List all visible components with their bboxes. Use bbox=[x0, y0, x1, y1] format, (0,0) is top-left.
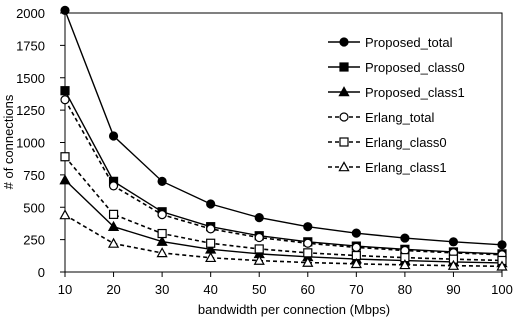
y-tick-label: 1000 bbox=[16, 136, 45, 151]
legend-marker bbox=[339, 37, 349, 47]
data-point bbox=[157, 210, 167, 220]
data-point bbox=[205, 251, 217, 263]
series-erlang-class1 bbox=[59, 209, 508, 271]
plot-area bbox=[64, 12, 503, 273]
data-point bbox=[254, 244, 264, 254]
data-point bbox=[60, 86, 70, 96]
data-point bbox=[156, 247, 168, 258]
series-erlang-total bbox=[60, 95, 507, 260]
y-tick-label: 1250 bbox=[16, 103, 45, 118]
x-tick-label: 60 bbox=[301, 282, 315, 297]
data-point bbox=[302, 256, 314, 267]
data-point bbox=[254, 232, 264, 243]
axes: 0 250 500 750 1000 1250 1500 1750 2000 10 20 30 40 50… bbox=[16, 6, 513, 297]
x-tick-label: 80 bbox=[398, 282, 412, 297]
data-point bbox=[351, 228, 361, 238]
x-tick-label: 90 bbox=[446, 282, 460, 297]
series-line bbox=[64, 214, 503, 268]
series-proposed-total bbox=[60, 5, 507, 250]
legend-entry: Erlang_class1 bbox=[328, 160, 447, 175]
legend-label: Erlang_class0 bbox=[365, 135, 447, 150]
legend-marker bbox=[338, 86, 350, 97]
data-point bbox=[447, 259, 460, 270]
series-layer bbox=[59, 5, 508, 271]
x-tick-label: 30 bbox=[155, 282, 169, 297]
legend-label: Proposed_class0 bbox=[365, 60, 465, 75]
legend-entry: Proposed_class1 bbox=[328, 85, 465, 100]
y-axis-label: # of connections bbox=[1, 94, 16, 189]
legend-entry: Erlang_class0 bbox=[328, 135, 447, 150]
y-tick-label: 1750 bbox=[16, 38, 45, 53]
data-point bbox=[496, 260, 508, 271]
data-point bbox=[108, 209, 119, 219]
legend: Proposed_total Proposed_class0 Proposed_cl… bbox=[328, 35, 465, 175]
series-line bbox=[64, 99, 503, 256]
y-tick-label: 500 bbox=[23, 200, 45, 215]
data-point bbox=[60, 95, 70, 105]
data-point bbox=[157, 176, 167, 186]
data-point bbox=[60, 5, 70, 16]
legend-label: Proposed_class1 bbox=[365, 85, 465, 100]
data-point bbox=[448, 237, 459, 247]
legend-marker bbox=[339, 62, 349, 72]
data-point bbox=[59, 209, 71, 220]
legend-label: Erlang_class1 bbox=[365, 160, 447, 175]
series-line bbox=[64, 10, 503, 246]
data-point bbox=[60, 152, 70, 162]
x-tick-label: 20 bbox=[106, 282, 120, 297]
legend-entry: Erlang_total bbox=[328, 110, 434, 125]
data-point bbox=[206, 238, 216, 248]
x-tick-label: 100 bbox=[491, 282, 513, 297]
data-point bbox=[303, 248, 313, 258]
data-point bbox=[350, 258, 362, 269]
legend-marker bbox=[339, 137, 349, 147]
legend-marker bbox=[338, 161, 350, 172]
data-point bbox=[497, 240, 507, 250]
y-tick-label: 750 bbox=[23, 168, 45, 183]
x-axis-label: bandwidth per connection (Mbps) bbox=[198, 302, 390, 317]
legend-label: Erlang_total bbox=[365, 110, 434, 125]
series-line bbox=[64, 179, 503, 264]
data-point bbox=[206, 224, 216, 234]
y-tick-label: 250 bbox=[23, 233, 45, 248]
data-point bbox=[254, 213, 264, 223]
data-point bbox=[108, 131, 119, 141]
data-point bbox=[253, 254, 265, 265]
y-tick-label: 0 bbox=[38, 265, 45, 280]
data-point bbox=[107, 220, 120, 231]
y-tick-label: 1500 bbox=[16, 71, 45, 86]
data-point bbox=[399, 259, 411, 270]
data-point bbox=[351, 242, 361, 252]
series-line bbox=[64, 156, 503, 262]
data-point bbox=[206, 199, 216, 209]
data-point bbox=[157, 228, 167, 239]
x-tick-label: 70 bbox=[349, 282, 363, 297]
data-point bbox=[59, 174, 71, 185]
data-point bbox=[108, 181, 119, 191]
x-tick-label: 50 bbox=[252, 282, 266, 297]
x-tick-label: 10 bbox=[58, 282, 72, 297]
legend-label: Proposed_total bbox=[365, 35, 453, 50]
data-point bbox=[400, 233, 410, 243]
legend-entry: Proposed_class0 bbox=[328, 60, 465, 75]
series-line bbox=[64, 90, 503, 255]
data-point bbox=[303, 222, 313, 232]
x-tick-label: 40 bbox=[203, 282, 217, 297]
legend-marker bbox=[339, 112, 349, 122]
plot-frame bbox=[64, 12, 503, 273]
y-tick-label: 2000 bbox=[16, 6, 45, 21]
data-point bbox=[303, 238, 313, 248]
legend-entry: Proposed_total bbox=[328, 35, 453, 50]
data-point bbox=[107, 237, 120, 248]
data-point bbox=[156, 235, 168, 246]
